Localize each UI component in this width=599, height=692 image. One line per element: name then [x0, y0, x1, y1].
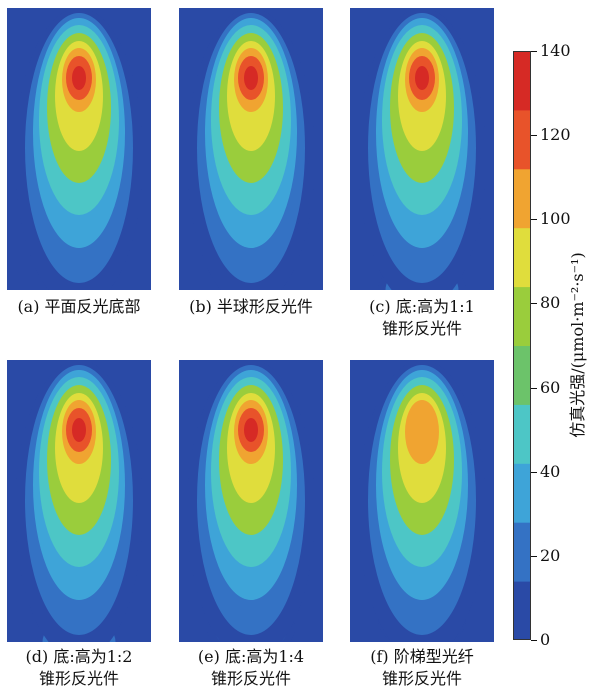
plume-contour	[72, 418, 86, 442]
heatmap-svg-f	[350, 360, 494, 642]
colorbar-segment	[513, 404, 531, 464]
colorbar-segment	[513, 51, 531, 111]
colorbar-tick	[531, 387, 537, 389]
caption-a-line1: (a) 平面反光底部	[17, 297, 141, 316]
heatmap-svg-e	[179, 360, 323, 642]
colorbar-tick	[531, 471, 537, 473]
heatmap-svg-b	[179, 8, 323, 290]
caption-b: (b) 半球形反光件	[171, 296, 331, 318]
plume-contour	[72, 66, 86, 90]
heatmap-panel-e	[179, 360, 323, 642]
plume-contour	[415, 66, 429, 90]
colorbar-tick-label: 60	[540, 377, 561, 397]
caption-c-line1: (c) 底:高为1:1	[369, 297, 475, 316]
heatmap-panel-f	[350, 360, 494, 642]
heatmap-svg-d	[7, 360, 151, 642]
caption-b-line1: (b) 半球形反光件	[189, 297, 313, 316]
colorbar-tick	[531, 640, 537, 641]
heatmap-svg-c	[350, 8, 494, 290]
plume-contour	[244, 66, 258, 90]
heatmap-svg-a	[7, 8, 151, 290]
heatmap-panel-b	[179, 8, 323, 290]
colorbar-segment	[513, 227, 531, 288]
colorbar	[513, 51, 531, 641]
heatmap-panel-a	[7, 8, 151, 290]
colorbar-tick-label: 100	[540, 209, 571, 229]
colorbar-segment	[513, 168, 531, 229]
colorbar-segment	[513, 109, 531, 170]
colorbar-tick	[531, 51, 537, 52]
caption-e: (e) 底:高为1:4 锥形反光件	[171, 646, 331, 690]
colorbar-tick-label: 20	[540, 545, 561, 565]
caption-c: (c) 底:高为1:1 锥形反光件	[346, 296, 498, 340]
colorbar-segment	[513, 463, 531, 523]
caption-d-line1: (d) 底:高为1:2	[25, 647, 133, 666]
caption-d-line2: 锥形反光件	[38, 669, 119, 688]
heatmap-panel-d	[7, 360, 151, 642]
colorbar-tick	[531, 555, 537, 557]
plume-contour	[244, 418, 258, 442]
colorbar-segment	[513, 581, 531, 641]
colorbar-tick-label: 140	[540, 41, 571, 60]
heatmap-panel-c	[350, 8, 494, 290]
colorbar-title: 仿真光强/(μmol·m⁻²·s⁻¹)	[568, 252, 587, 438]
colorbar-tick-label: 0	[540, 630, 551, 649]
plume-contour	[405, 400, 439, 464]
colorbar-tick-label: 120	[540, 125, 571, 145]
caption-d: (d) 底:高为1:2 锥形反光件	[0, 646, 158, 690]
colorbar-tick	[531, 219, 537, 221]
colorbar-segment	[513, 522, 531, 582]
caption-a: (a) 平面反光底部	[0, 296, 158, 318]
colorbar-svg	[513, 51, 531, 641]
colorbar-tick-label: 40	[540, 461, 561, 481]
caption-e-line1: (e) 底:高为1:4	[197, 647, 305, 666]
caption-f-line2: 锥形反光件	[381, 669, 462, 688]
caption-e-line2: 锥形反光件	[210, 669, 291, 688]
colorbar-frame	[513, 51, 531, 640]
caption-c-line2: 锥形反光件	[381, 319, 462, 338]
colorbar-segment	[513, 286, 531, 346]
caption-f-line1: (f) 阶梯型光纤	[370, 647, 474, 666]
colorbar-segment	[513, 345, 531, 405]
colorbar-tick-label: 80	[540, 293, 561, 313]
colorbar-tick	[531, 303, 537, 305]
colorbar-tick	[531, 135, 537, 137]
caption-f: (f) 阶梯型光纤 锥形反光件	[346, 646, 498, 690]
